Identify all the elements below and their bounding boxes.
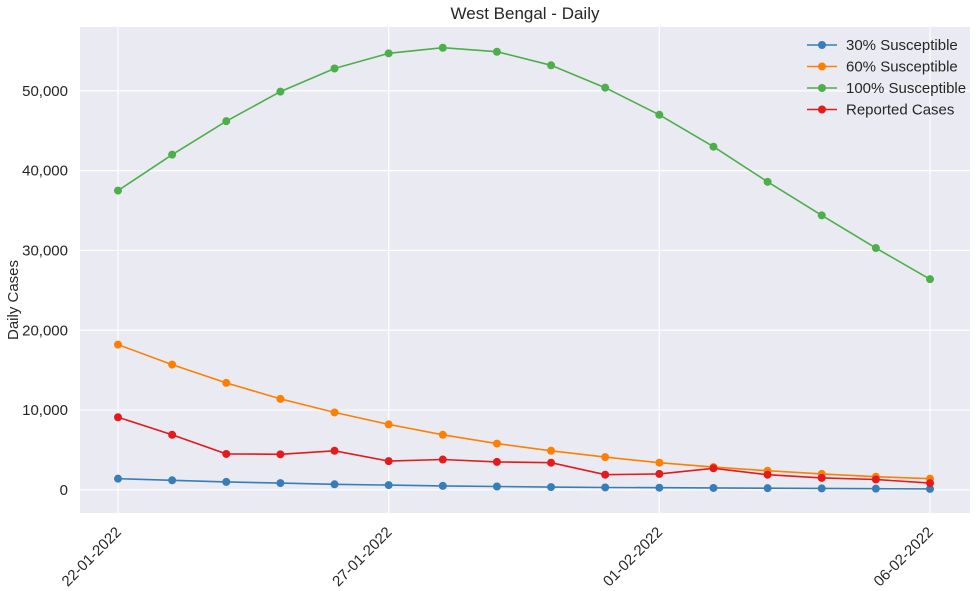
data-point: [601, 83, 610, 92]
legend-marker: [818, 84, 826, 92]
legend-item: Reported Cases: [807, 102, 954, 119]
data-point: [222, 477, 231, 486]
data-point: [330, 480, 339, 489]
data-point: [222, 449, 231, 458]
data-point: [330, 446, 339, 455]
legend-label: 30% Susceptible: [846, 37, 958, 54]
legend-item: 30% Susceptible: [807, 37, 958, 54]
data-point: [655, 110, 664, 119]
legend: 30% Susceptible 60% Susceptible 100% Susce…: [807, 37, 966, 119]
legend-item: 100% Susceptible: [807, 80, 966, 97]
y-axis-label: Daily Cases: [5, 260, 22, 340]
data-point: [438, 430, 447, 439]
data-point: [384, 49, 393, 58]
data-point: [709, 464, 718, 473]
data-point: [926, 484, 934, 493]
data-point: [168, 360, 177, 369]
data-point: [114, 413, 122, 422]
data-point: [438, 455, 447, 464]
series-layer: [114, 43, 934, 493]
series-3: [114, 413, 934, 488]
data-point: [276, 479, 285, 488]
legend-marker: [818, 41, 826, 49]
data-point: [871, 484, 880, 493]
data-point: [492, 439, 501, 448]
data-point: [438, 43, 447, 52]
data-point: [601, 470, 610, 479]
data-point: [384, 420, 393, 429]
data-point: [384, 457, 393, 466]
data-point: [330, 408, 339, 417]
legend-label: Reported Cases: [846, 102, 954, 119]
data-point: [547, 483, 556, 492]
y-tick-label: 0: [60, 482, 68, 499]
legend-marker: [818, 105, 826, 114]
data-point: [114, 340, 122, 349]
data-point: [926, 275, 934, 284]
data-point: [763, 470, 772, 479]
x-tick-label: 22-01-2022: [59, 524, 125, 590]
data-point: [709, 142, 718, 151]
data-point: [763, 177, 772, 186]
data-point: [817, 473, 826, 482]
data-point: [871, 244, 880, 253]
plot-area: [80, 27, 970, 513]
data-point: [655, 458, 664, 467]
data-point: [438, 481, 447, 490]
data-point: [492, 457, 501, 466]
data-point: [709, 483, 718, 492]
x-tick-label: 06-02-2022: [871, 524, 937, 590]
legend-item: 60% Susceptible: [807, 59, 958, 76]
data-point: [168, 476, 177, 485]
x-tick-label: 01-02-2022: [600, 524, 666, 590]
data-point: [926, 479, 934, 488]
data-point: [601, 483, 610, 492]
series-2: [114, 43, 934, 284]
data-point: [222, 378, 231, 387]
data-point: [763, 484, 772, 493]
series-line: [117, 416, 931, 484]
legend-label: 60% Susceptible: [846, 59, 958, 76]
data-point: [276, 394, 285, 403]
data-point: [547, 446, 556, 455]
series-line: [117, 46, 931, 280]
series-0: [114, 474, 934, 493]
legend-label: 100% Susceptible: [846, 80, 966, 97]
legend-marker: [818, 62, 826, 71]
data-point: [547, 458, 556, 467]
data-point: [547, 61, 556, 70]
data-point: [601, 453, 610, 462]
data-point: [817, 211, 826, 220]
x-tick-label: 27-01-2022: [329, 524, 395, 590]
data-point: [492, 482, 501, 491]
data-point: [114, 186, 122, 195]
data-point: [276, 87, 285, 96]
data-point: [817, 484, 826, 493]
y-tick-label: 30,000: [22, 242, 68, 259]
data-point: [168, 430, 177, 439]
y-tick-label: 10,000: [22, 402, 68, 419]
y-tick-label: 20,000: [22, 322, 68, 339]
data-point: [655, 483, 664, 492]
data-point: [330, 64, 339, 73]
data-point: [222, 117, 231, 126]
data-point: [168, 150, 177, 159]
data-point: [492, 47, 501, 56]
data-point: [114, 474, 122, 483]
data-point: [655, 469, 664, 478]
data-point: [276, 450, 285, 459]
data-point: [384, 481, 393, 490]
y-tick-label: 40,000: [22, 163, 68, 180]
grid-lines: [80, 27, 970, 513]
chart-title: West Bengal - Daily: [451, 4, 600, 23]
series-line: [117, 477, 931, 490]
series-line: [117, 343, 931, 480]
y-tick-label: 50,000: [22, 83, 68, 100]
data-point: [871, 475, 880, 484]
